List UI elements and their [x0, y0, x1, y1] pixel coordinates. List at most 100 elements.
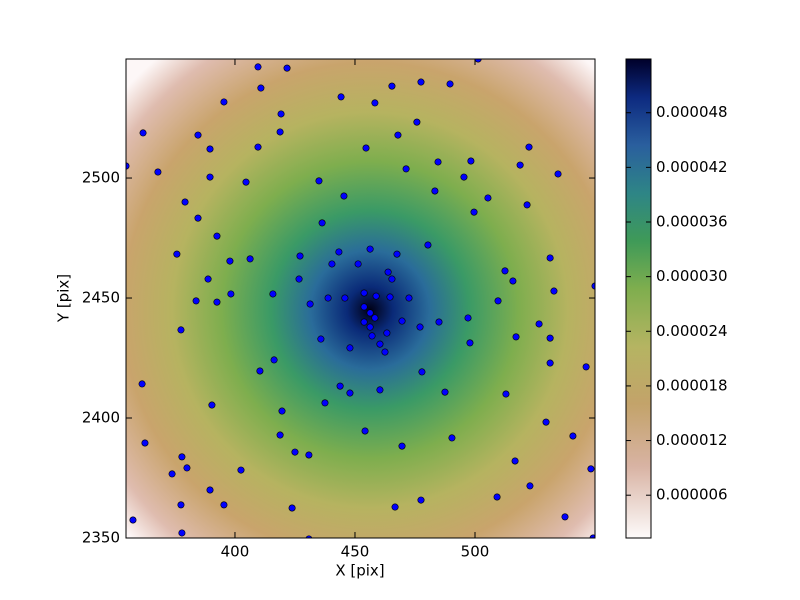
point — [393, 250, 401, 258]
point — [525, 143, 533, 151]
x-tick-label: 450 — [341, 543, 370, 561]
point — [129, 516, 137, 524]
point — [360, 303, 368, 311]
point — [398, 317, 406, 325]
point — [360, 318, 368, 326]
point — [177, 501, 185, 509]
point — [372, 292, 380, 300]
point — [341, 294, 349, 302]
point — [296, 252, 304, 260]
point — [413, 118, 421, 126]
point — [464, 314, 472, 322]
point — [434, 158, 442, 166]
point — [512, 333, 520, 341]
point — [237, 466, 245, 474]
point — [178, 529, 186, 537]
point — [526, 482, 534, 490]
point — [371, 99, 379, 107]
point — [340, 192, 348, 200]
point — [546, 359, 554, 367]
point — [391, 503, 399, 511]
point — [183, 464, 191, 472]
point — [278, 407, 286, 415]
point — [206, 145, 214, 153]
point — [220, 501, 228, 509]
y-tick-label: 2450 — [82, 289, 120, 307]
point — [446, 80, 454, 88]
point — [418, 368, 426, 376]
point — [511, 457, 519, 465]
colorbar — [625, 58, 652, 539]
point — [386, 293, 394, 301]
point — [246, 255, 254, 263]
points — [126, 59, 595, 538]
point — [376, 386, 384, 394]
point — [460, 173, 468, 181]
point — [254, 143, 262, 151]
point — [554, 170, 562, 178]
point — [366, 323, 374, 331]
point — [141, 439, 149, 447]
point — [384, 268, 392, 276]
point — [192, 297, 200, 305]
point — [376, 340, 384, 348]
point — [383, 329, 391, 337]
point — [317, 335, 325, 343]
point — [470, 208, 478, 216]
point — [354, 260, 362, 268]
point — [321, 399, 329, 407]
colorbar-tick-label: 0.000048 — [656, 103, 728, 121]
point — [154, 168, 162, 176]
point — [416, 323, 424, 331]
x-axis-label: X [pix] — [335, 562, 384, 580]
point — [417, 496, 425, 504]
point — [366, 245, 374, 253]
colorbar-tick-label: 0.000024 — [656, 322, 728, 340]
point — [542, 418, 550, 426]
point — [546, 334, 554, 342]
point — [550, 287, 558, 295]
point — [361, 427, 369, 435]
point — [226, 257, 234, 265]
point — [276, 128, 284, 136]
point — [328, 260, 336, 268]
point — [277, 110, 285, 118]
point — [305, 451, 313, 459]
y-tick-label: 2350 — [82, 529, 120, 547]
plot-frame — [125, 58, 596, 539]
point — [177, 326, 185, 334]
point — [535, 320, 543, 328]
point — [138, 380, 146, 388]
point — [431, 187, 439, 195]
point — [254, 63, 262, 71]
point — [435, 318, 443, 326]
point — [288, 504, 296, 512]
point — [360, 289, 368, 297]
point — [388, 275, 396, 283]
point — [362, 144, 370, 152]
point — [276, 431, 284, 439]
point — [466, 339, 474, 347]
point — [315, 177, 323, 185]
point — [324, 294, 332, 302]
point — [168, 470, 176, 478]
point — [346, 344, 354, 352]
point — [484, 194, 492, 202]
point — [335, 248, 343, 256]
point — [398, 442, 406, 450]
point — [509, 277, 517, 285]
point — [467, 157, 475, 165]
point — [213, 232, 221, 240]
point — [257, 84, 265, 92]
point — [295, 275, 303, 283]
point — [523, 201, 531, 209]
point — [283, 64, 291, 72]
point — [139, 129, 147, 137]
point — [242, 178, 250, 186]
point — [337, 93, 345, 101]
point — [405, 294, 413, 302]
point — [441, 388, 449, 396]
point — [306, 300, 314, 308]
point — [204, 275, 212, 283]
